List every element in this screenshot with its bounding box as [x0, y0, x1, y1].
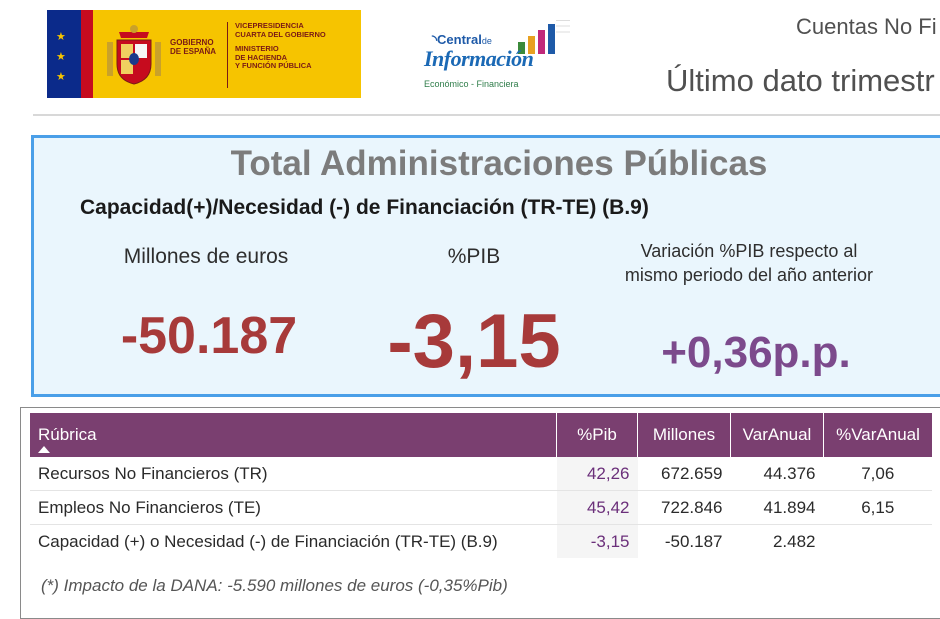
cell-millones: 672.659	[637, 457, 731, 491]
ministry-text: VICEPRESIDENCIA CUARTA DEL GOBIERNO MINI…	[235, 21, 326, 70]
cell-pib: 45,42	[556, 490, 638, 525]
cell-pib: 42,26	[556, 457, 638, 491]
card-title: Total Administraciones Públicas	[230, 144, 768, 183]
column-header-pct-varanual[interactable]: %VarAnual	[823, 413, 932, 457]
cell-millones: 722.846	[637, 490, 731, 525]
cell-pct-varanual: 6,15	[823, 490, 932, 525]
column-header-rubrica[interactable]: Rúbrica	[30, 413, 557, 457]
cell-rubrica: Recursos No Financieros (TR)	[30, 457, 557, 491]
cell-pct-varanual	[824, 525, 933, 559]
page-subtitle: Último dato trimestr	[666, 63, 935, 98]
table-row[interactable]: Capacidad (+) o Necesidad (-) de Financi…	[30, 524, 933, 559]
kpi-card: Total Administraciones Públicas Capacida…	[31, 135, 940, 397]
kpi-label-variacion: Variación %PIB respecto al mismo periodo…	[624, 241, 874, 285]
kpi-value-millones: -50.187	[120, 307, 298, 365]
page-title: Cuentas No Fi	[796, 14, 937, 39]
kpi-value-variacion: +0,36p.p.	[661, 328, 851, 377]
kpi-label-pib: %PIB	[447, 245, 501, 268]
cell-varanual: 41.894	[730, 490, 824, 525]
gobierno-de-espana-logo: ★ ★ ★ GOBIERNO DE ESPAÑA VICEPRESIDENCIA…	[47, 10, 361, 98]
spain-flag-stripe	[81, 10, 93, 98]
column-header-millones[interactable]: Millones	[637, 413, 731, 457]
card-subtitle: Capacidad(+)/Necesidad (-) de Financiaci…	[80, 196, 649, 219]
table-header-row: Rúbrica %Pib Millones VarAnual %VarAnual	[30, 413, 932, 457]
cell-pct-varanual: 7,06	[823, 457, 932, 491]
cell-varanual: 2.482	[772, 531, 816, 551]
cell-varanual: 44.376	[730, 457, 824, 491]
table-row[interactable]: Recursos No Financieros (TR) 42,26 672.6…	[30, 457, 932, 491]
footnote: (*) Impacto de la DANA: -5.590 millones …	[41, 576, 508, 595]
rubrica-table: Rúbrica %Pib Millones VarAnual %VarAnual…	[30, 413, 932, 558]
central-subtitle: Económico - Financiera	[424, 79, 519, 89]
gov-name-text: GOBIERNO DE ESPAÑA	[170, 38, 217, 56]
central-informacion-logo: ◝Centralde Información Económico - Finan…	[424, 18, 574, 96]
kpi-label-millones: Millones de euros	[123, 245, 289, 268]
central-label: ◝Centralde	[432, 32, 492, 47]
eu-flag-icon: ★ ★ ★	[47, 10, 81, 98]
header-divider	[33, 114, 940, 116]
cell-rubrica: Capacidad (+) o Necesidad (-) de Financi…	[38, 531, 498, 551]
sort-ascending-icon[interactable]	[38, 446, 50, 453]
cell-rubrica: Empleos No Financieros (TE)	[30, 490, 557, 525]
table-row[interactable]: Empleos No Financieros (TE) 45,42 722.84…	[30, 490, 932, 525]
gov-separator	[227, 22, 228, 88]
kpi-value-pib: -3,15	[387, 299, 561, 384]
cell-pib: -3,15	[556, 524, 638, 558]
informacion-label: Información	[424, 46, 534, 71]
coat-of-arms-icon	[107, 25, 161, 85]
cell-millones: -50.187	[664, 531, 723, 551]
bar-chart-logo-icon	[518, 20, 570, 54]
column-header-varanual[interactable]: VarAnual	[730, 413, 824, 457]
wifi-arc-icon: ◝	[432, 32, 438, 47]
column-header-pib[interactable]: %Pib	[556, 413, 638, 457]
